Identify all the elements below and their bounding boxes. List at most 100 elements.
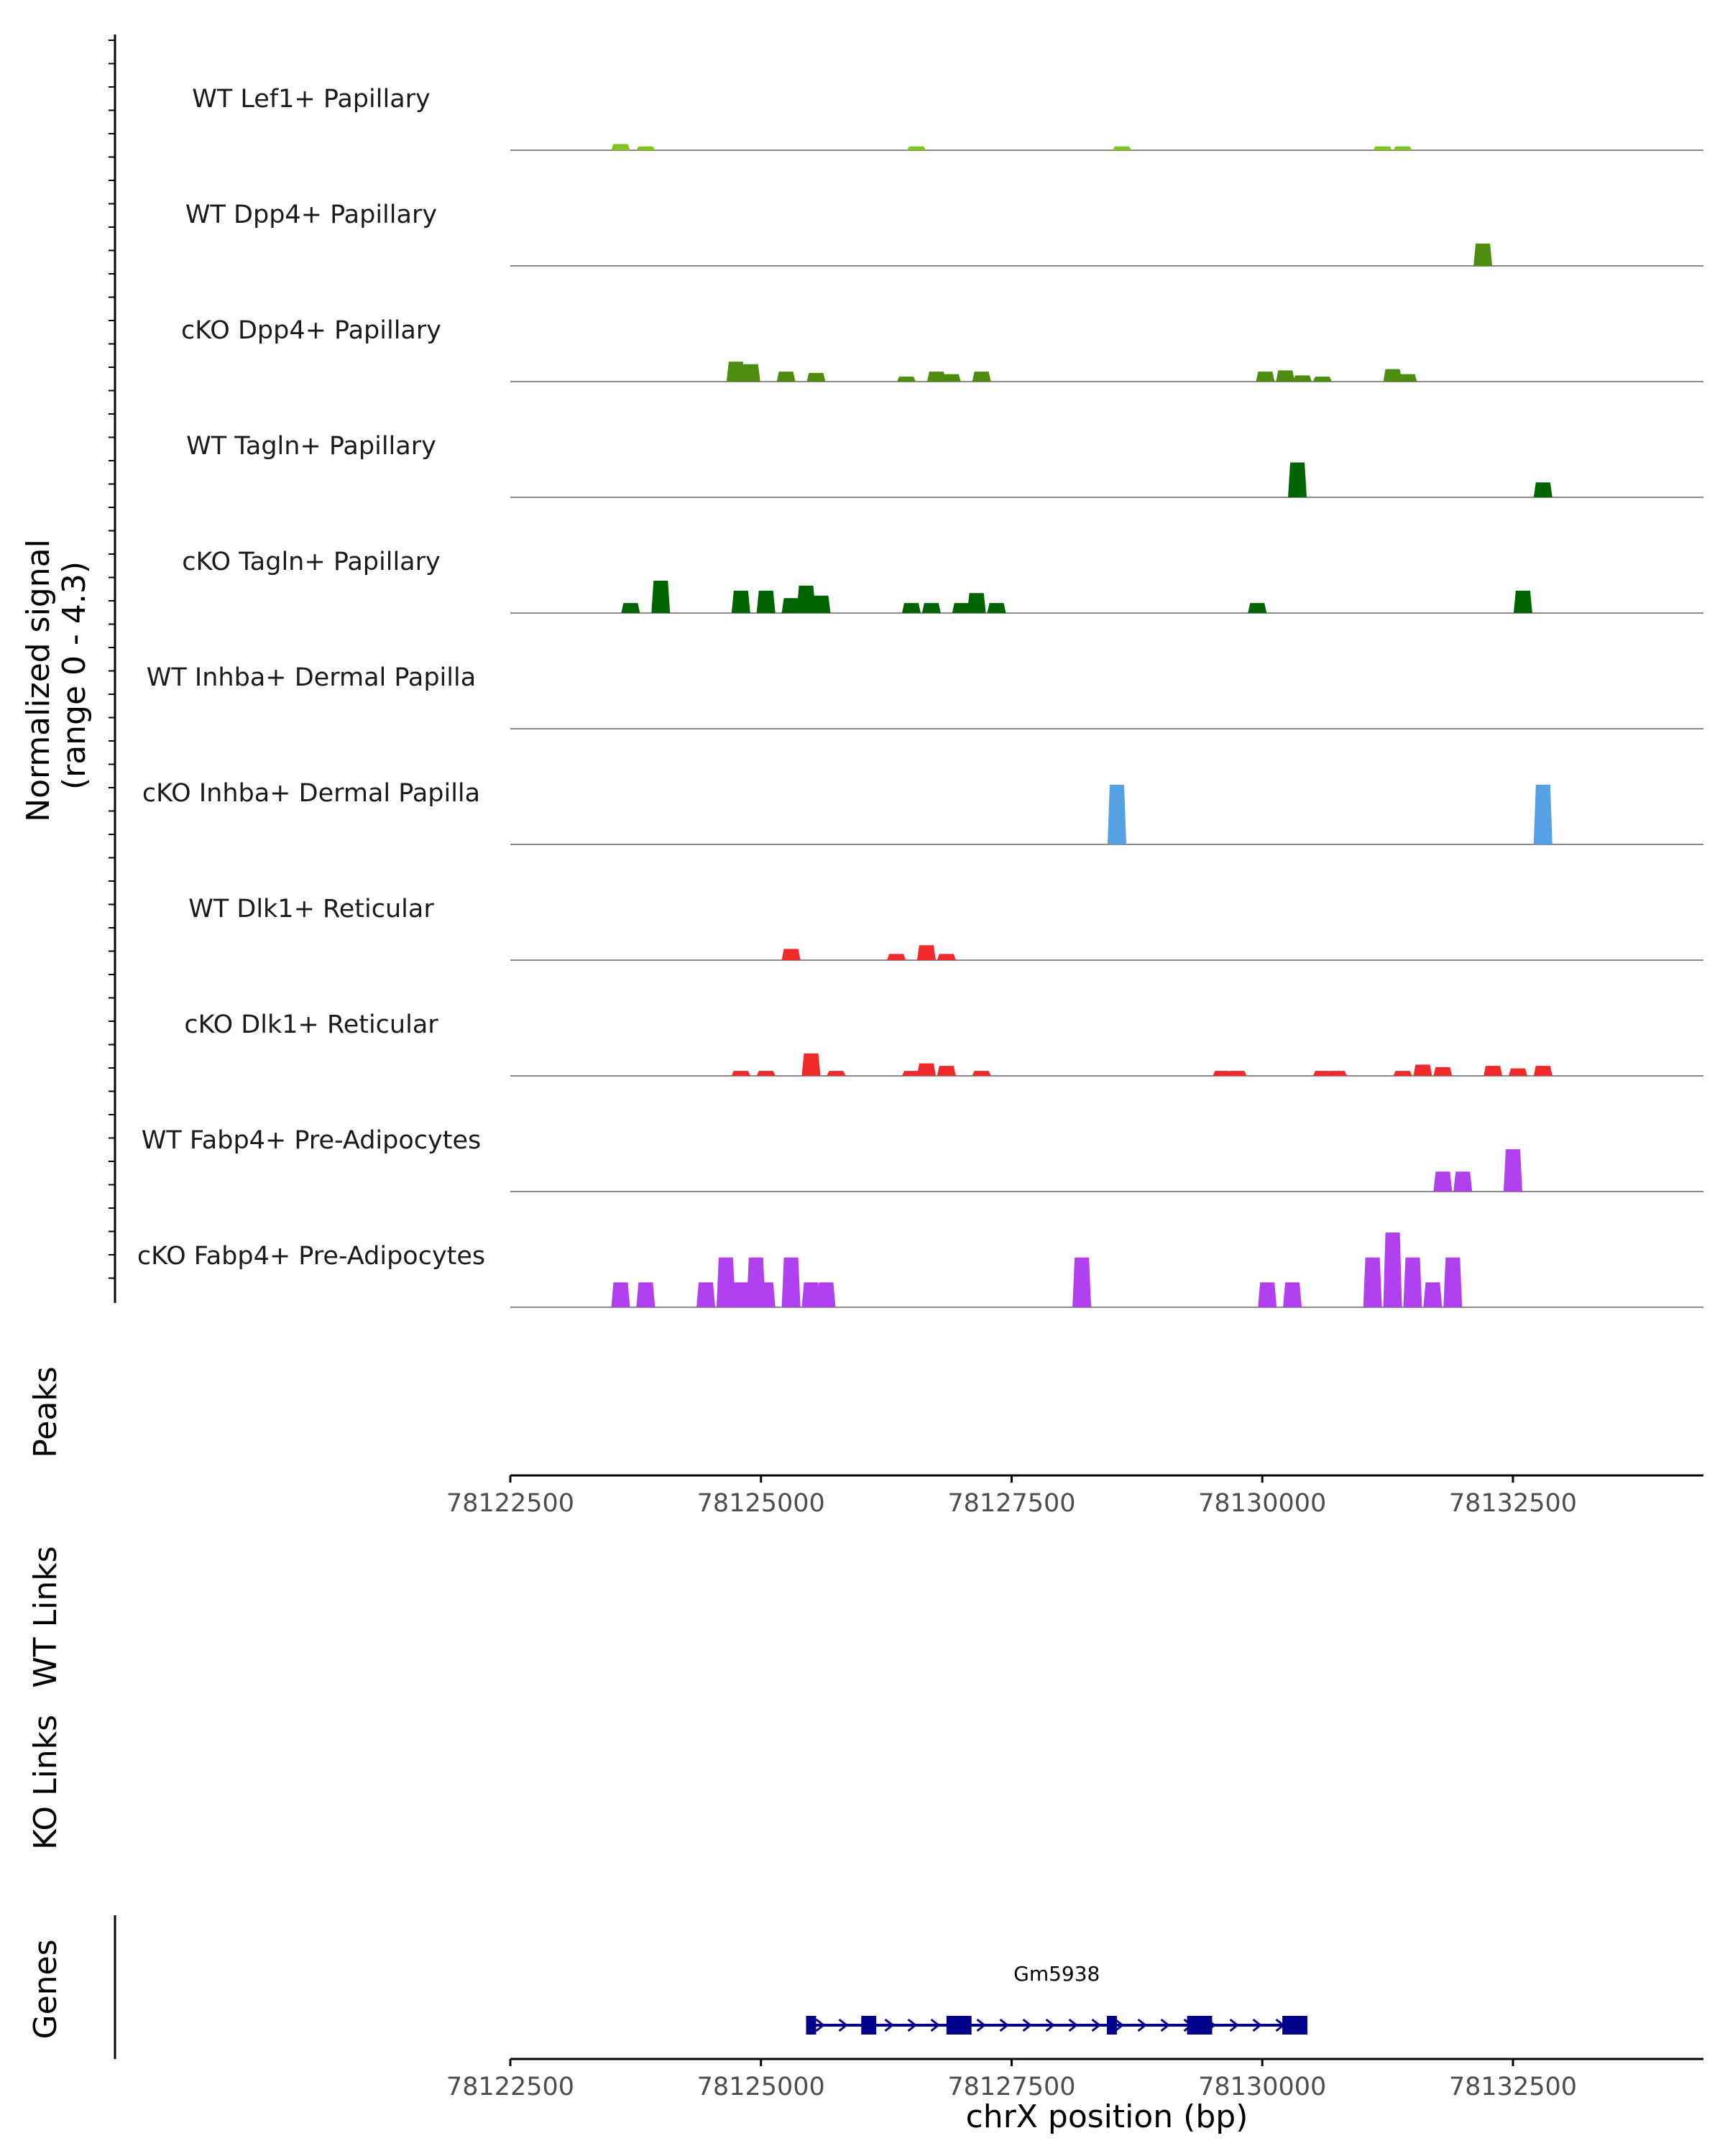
track-label: cKO Dpp4+ Papillary [181,316,441,345]
gene-strand-arrow [907,2018,917,2032]
coverage-peak [651,580,671,613]
track-label: WT Fabp4+ Pre-Adipocytes [142,1126,481,1155]
track-label: WT Lef1+ Papillary [192,85,431,114]
track-5: WT Inhba+ Dermal Papilla [147,663,1703,729]
coverage-peak [942,374,961,382]
coverage-peak [811,595,831,613]
gene-exon [1282,2016,1307,2035]
track-label: WT Dlk1+ Reticular [188,895,434,923]
gene-strand-arrow [1252,2018,1262,2032]
track-4: cKO Tagln+ Papillary [182,548,1703,614]
coverage-peak [716,1257,735,1307]
gene-exon [861,2016,877,2035]
y-axis-title: Normalized signal (range 0 - 4.3) [20,529,93,822]
track-0: WT Lef1+ Papillary [192,85,1703,151]
x-tick-label: 78125000 [697,2073,825,2101]
track-label: cKO Dlk1+ Reticular [184,1010,438,1039]
gene-strand-arrow [1114,2018,1124,2032]
coverage-peak [887,954,906,960]
coverage-peak [801,1053,821,1076]
peaks-x-ticks: 78122500 78125000 78127500 78130000 78132500 [446,1475,1577,1518]
coverage-peak [776,372,796,382]
coverage-peak [1513,590,1532,613]
coverage-peak [1112,146,1131,150]
coverage-peak [1256,372,1275,382]
gene-strand-arrow [976,2018,986,2032]
gene-exon [946,2016,972,2035]
coverage-peak [1328,1071,1347,1076]
x-tick-label: 78130000 [1198,2073,1326,2101]
coverage-peak [827,1071,846,1076]
track-label: WT Inhba+ Dermal Papilla [147,663,476,692]
x-tick-label: 78127500 [947,2073,1075,2101]
coverage-peak [1293,375,1312,382]
track-label: WT Dpp4+ Papillary [185,201,437,229]
coverage-peak [937,954,956,960]
coverage-peak [901,603,921,613]
track-2: cKO Dpp4+ Papillary [181,316,1703,382]
coverage-peak [1433,1067,1453,1076]
ko-links-panel-title: KO Links [27,1715,64,1850]
x-tick-label: 78130000 [1198,1489,1326,1518]
track-9: WT Fabp4+ Pre-Adipocytes [142,1126,1703,1192]
coverage-peak [1398,374,1417,382]
coverage-peak [1283,1282,1302,1307]
coverage-peak [1433,1171,1453,1192]
coverage-peak [937,1066,956,1076]
coverage-peak [972,1071,991,1076]
coverage-peak [1312,377,1332,382]
coverage-peak [1383,369,1402,382]
gene-exon [806,2016,816,2035]
gene-strand-arrow [884,2018,894,2032]
coverage-peak [1423,1282,1443,1307]
coverage-peak [756,1071,776,1076]
coverage-peak [731,1071,750,1076]
coverage-tracks: WT Lef1+ Papillary WT Dpp4+ Papillary cKO … [137,85,1703,1308]
x-tick-label: 78122500 [446,2073,574,2101]
coverage-peak [1533,482,1552,497]
track-10: cKO Fabp4+ Pre-Adipocytes [137,1233,1703,1308]
peaks-panel-title: Peaks [27,1366,64,1457]
y-axis-title-line1: Normalized signal [20,539,57,822]
gene-strand-arrow [1137,2018,1147,2032]
gene-strand-arrow [1022,2018,1032,2032]
coverage-peak [1453,1171,1473,1192]
coverage-peak [1276,370,1295,382]
coverage-peak [636,1282,656,1307]
gene-exon [1107,2016,1117,2035]
gene-strand-arrow [1068,2018,1078,2032]
track-7: WT Dlk1+ Reticular [188,895,1703,961]
gene-strand-arrow [1091,2018,1101,2032]
coverage-peak [1383,1233,1402,1307]
gene-models: Gm5938 [806,1962,1307,2035]
genes-panel-title: Genes [27,1939,64,2039]
y-axis-title-line2: (range 0 - 4.3) [56,561,93,790]
coverage-peak [1533,784,1552,844]
coverage-peak [987,603,1006,613]
coverage-peak [781,1257,801,1307]
coverage-peak [781,598,801,613]
coverage-peak [1393,1071,1412,1076]
x-tick-label: 78127500 [947,1489,1075,1518]
coverage-peak [731,590,750,613]
gene-exon [1187,2016,1213,2035]
coverage-peak [1258,1282,1277,1307]
coverage-peak [731,1282,750,1307]
x-tick-label: 78125000 [697,1489,825,1518]
track-8: cKO Dlk1+ Reticular [184,1010,1703,1077]
coverage-peak [756,590,776,613]
coverage-peak [1288,462,1307,497]
gene-strand-arrow [999,2018,1009,2032]
coverage-peak [636,146,656,150]
coverage-peak [1473,243,1493,266]
coverage-peak [1072,1257,1092,1307]
track-label: cKO Inhba+ Dermal Papilla [142,779,480,808]
coverage-peak [1373,146,1392,150]
coverage-peak [621,603,640,613]
coverage-peak [1393,146,1412,150]
coverage-peak [781,949,801,960]
coverage-peak [806,372,826,382]
coverage-peak [1213,1071,1232,1076]
coverage-peak [967,593,986,613]
